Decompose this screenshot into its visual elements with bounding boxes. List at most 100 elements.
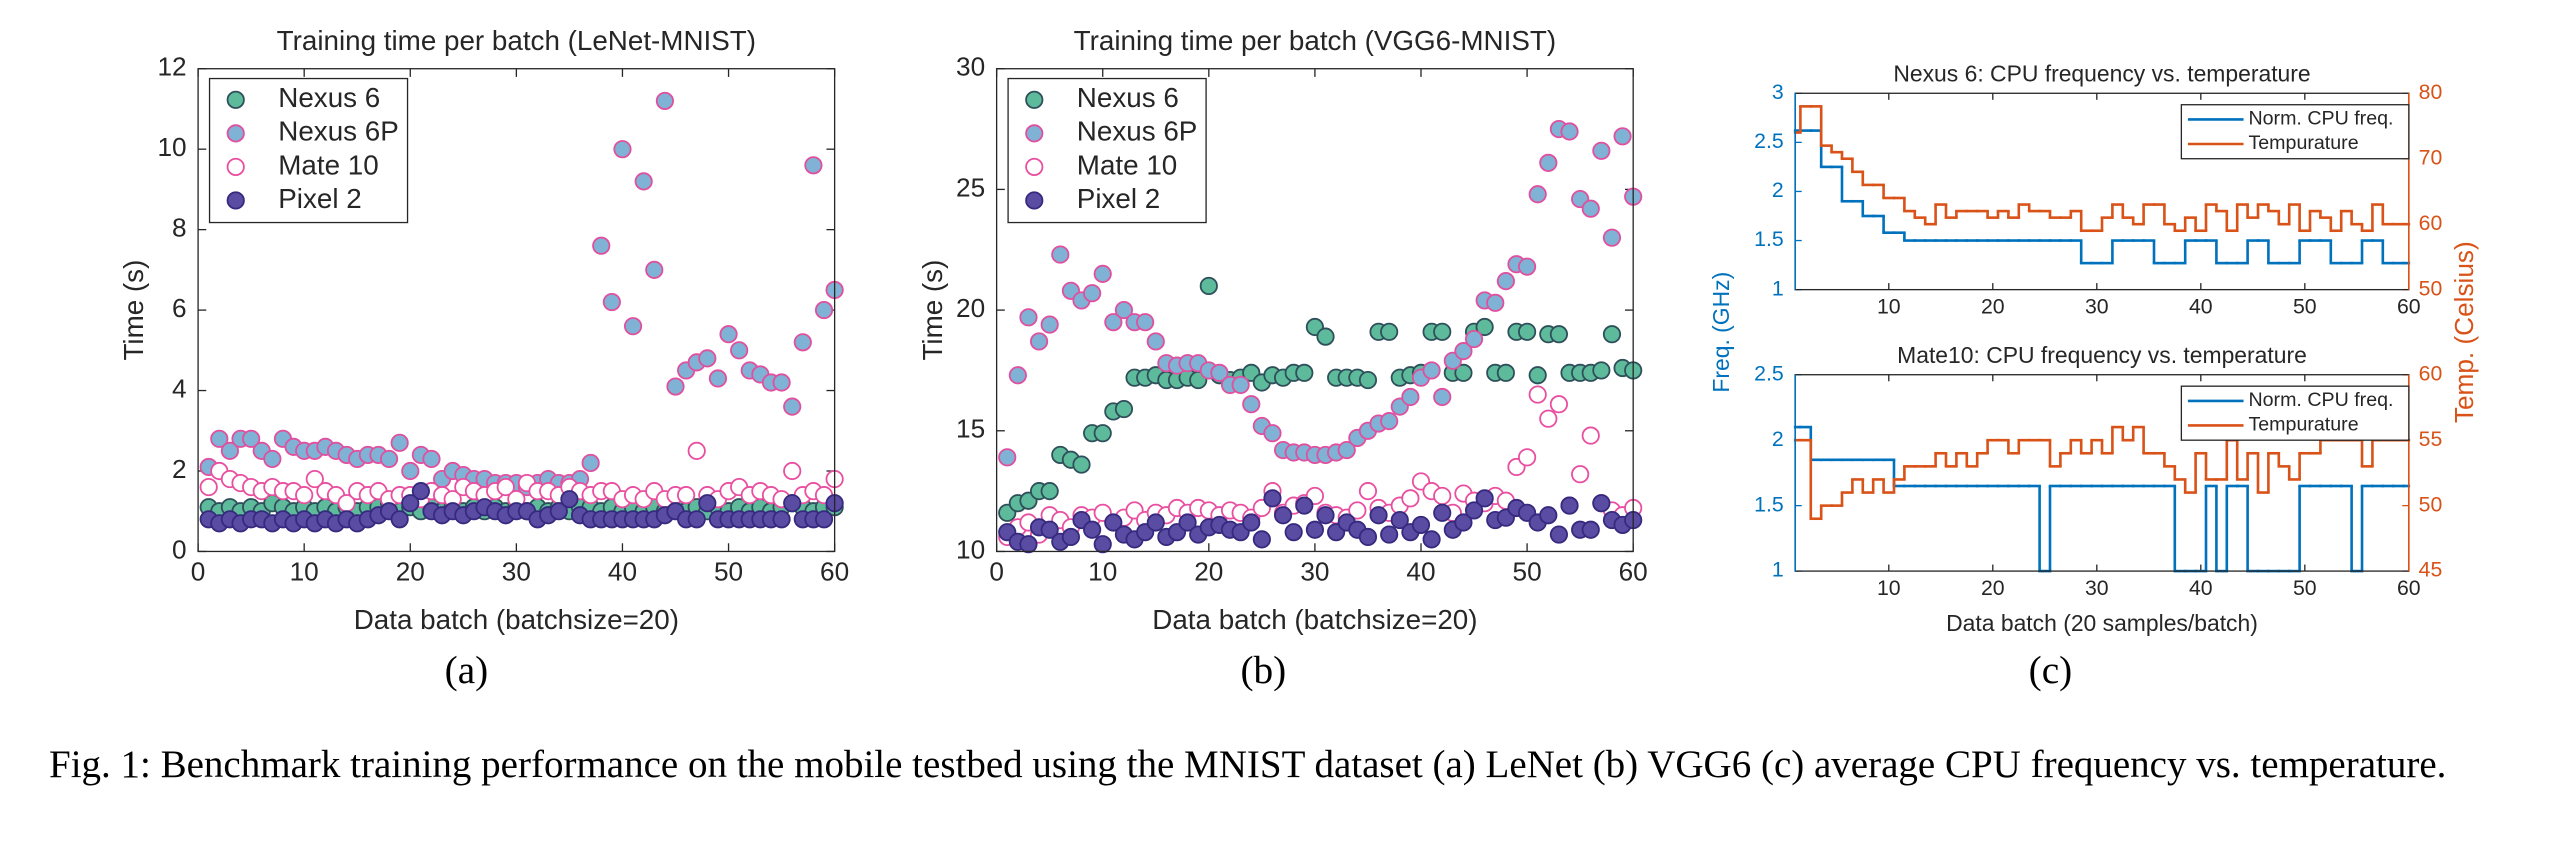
data-point — [1358, 527, 1378, 547]
axes-frame — [995, 68, 1634, 553]
data-point — [1581, 199, 1600, 218]
y-tick-label: 15 — [956, 414, 985, 444]
y-tick-label: 6 — [172, 293, 187, 323]
axes-frame — [197, 68, 836, 553]
data-point — [401, 494, 420, 513]
data-point — [677, 486, 696, 505]
data-point — [698, 494, 717, 513]
data-point — [1602, 228, 1622, 247]
data-point — [772, 510, 791, 529]
x-tick-label: 60 — [2397, 294, 2421, 318]
x-tick-label: 30 — [2085, 576, 2109, 600]
y2-tick-label: 45 — [2419, 558, 2443, 582]
data-point — [1581, 426, 1600, 445]
legend-label: Pixel 2 — [1077, 183, 1160, 214]
data-point — [1528, 385, 1547, 404]
data-point — [1454, 363, 1473, 382]
y-tick-label: 12 — [158, 52, 187, 82]
y-tick-label: 2 — [1772, 178, 1784, 202]
data-point — [1411, 515, 1431, 534]
data-point — [390, 510, 409, 529]
data-point — [1496, 272, 1515, 291]
data-point — [1263, 424, 1282, 443]
data-point — [1316, 506, 1335, 525]
x-tick-label: 60 — [1619, 557, 1648, 587]
data-point — [1433, 387, 1452, 407]
data-point — [1083, 284, 1102, 303]
data-point — [401, 461, 420, 481]
x-tick-label: 20 — [1981, 294, 2005, 318]
x-tick-label: 10 — [1088, 557, 1117, 587]
data-point — [783, 461, 802, 481]
data-point — [1136, 313, 1155, 332]
legend-label: Tempurature — [2248, 132, 2358, 154]
data-point — [1242, 395, 1261, 414]
data-point — [783, 494, 802, 513]
data-point — [210, 429, 229, 448]
data-point — [1518, 322, 1537, 341]
data-point — [1019, 308, 1038, 327]
data-point — [1040, 520, 1059, 539]
y-tick-label: 10 — [158, 132, 187, 162]
x-tick-label: 40 — [2189, 294, 2213, 318]
y-axis-label: Time (s) — [118, 260, 149, 361]
data-point — [1475, 489, 1494, 508]
x-axis-label: Data batch (batchsize=20) — [354, 604, 679, 635]
data-point — [687, 441, 706, 460]
data-point — [1019, 535, 1038, 554]
x-tick-label: 20 — [396, 557, 425, 587]
data-point — [1104, 513, 1123, 532]
data-point — [1252, 530, 1271, 549]
x-tick-label: 30 — [1300, 557, 1329, 587]
data-point — [1518, 448, 1537, 467]
y-tick-label: 1 — [1772, 558, 1784, 582]
legend-marker — [1025, 191, 1044, 210]
data-point — [1029, 332, 1049, 351]
data-point — [1581, 520, 1600, 539]
data-point — [1305, 520, 1324, 539]
data-point — [1040, 482, 1059, 501]
data-point — [1072, 455, 1091, 474]
data-point — [1549, 395, 1568, 414]
data-point — [1263, 489, 1282, 508]
y2-tick-label: 50 — [2419, 276, 2443, 300]
data-point — [1560, 496, 1579, 515]
data-point — [242, 429, 261, 448]
legend-marker — [1025, 124, 1044, 143]
y-tick-label: 10 — [956, 534, 985, 564]
y2-tick-label: 55 — [2419, 427, 2443, 451]
data-point — [1093, 535, 1112, 554]
y-tick-label: 2 — [1772, 427, 1784, 451]
data-point — [1475, 317, 1494, 337]
x-tick-label: 10 — [1877, 576, 1901, 600]
x-tick-label: 0 — [989, 557, 1004, 587]
legend-marker — [226, 157, 245, 176]
data-point — [1284, 523, 1303, 542]
y-tick-label: 20 — [956, 293, 985, 323]
legend-label: Norm. CPU freq. — [2248, 389, 2393, 411]
panel-label: (b) — [1240, 649, 1286, 692]
y2-tick-label: 60 — [2419, 361, 2443, 385]
y2-tick-label: 80 — [2419, 80, 2443, 104]
data-point — [1210, 363, 1229, 382]
data-point — [1093, 264, 1112, 283]
x-tick-label: 20 — [1194, 557, 1223, 587]
data-point — [199, 478, 218, 497]
data-point — [998, 448, 1017, 467]
data-point — [1602, 325, 1622, 344]
chart-title: Mate10: CPU frequency vs. temperature — [1897, 342, 2307, 368]
data-point — [1114, 301, 1134, 320]
data-point — [1539, 409, 1558, 428]
data-point — [814, 301, 834, 320]
y-tick-label: 2.5 — [1754, 129, 1784, 153]
data-point — [1061, 527, 1080, 547]
data-point — [379, 449, 399, 469]
y2-axis-label: Temp. (Celsius) — [2449, 241, 2479, 423]
data-point — [422, 449, 441, 469]
data-point — [1433, 486, 1452, 506]
chart-title: Nexus 6: CPU frequency vs. temperature — [1893, 60, 2310, 86]
data-point — [1358, 482, 1378, 501]
data-point — [1146, 332, 1165, 351]
